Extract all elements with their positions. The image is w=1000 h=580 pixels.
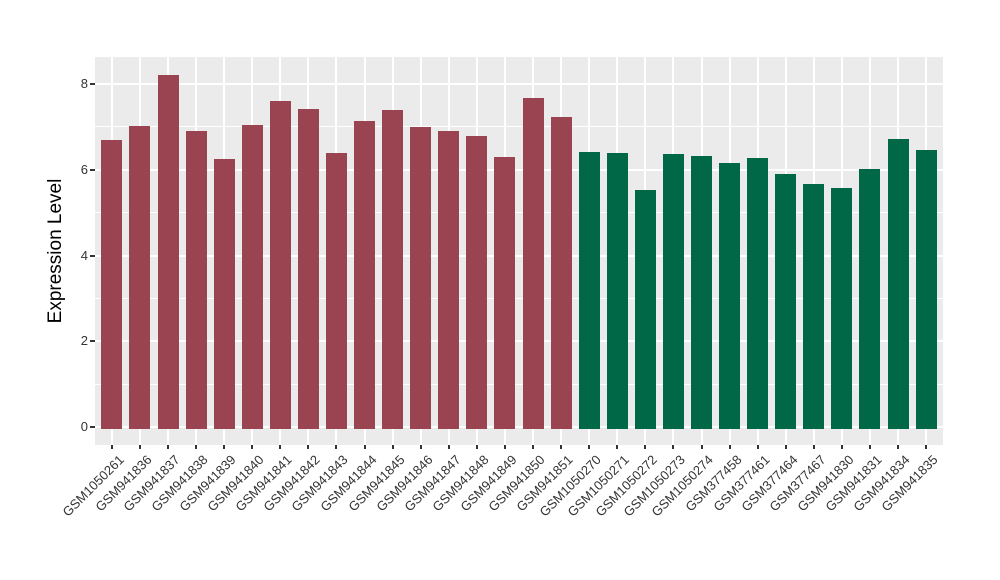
x-tick-mark-GSM941846 [419,445,422,449]
bar-GSM1050274 [691,156,713,429]
x-tick-mark-GSM1050273 [672,445,675,449]
bar-GSM377467 [803,184,825,429]
bar-GSM941842 [297,108,319,429]
bar-GSM1050261 [101,140,123,429]
bar-GSM941843 [325,153,347,429]
bar-GSM941844 [354,121,376,429]
y-tick-label-6: 6 [80,161,88,177]
minor-gridline-y-3 [95,297,943,299]
bar-GSM941834 [887,139,909,429]
x-tick-mark-GSM941849 [503,445,506,449]
x-tick-mark-GSM941835 [925,445,928,449]
bar-GSM941849 [494,156,516,429]
bar-GSM941830 [831,188,853,429]
y-tick-label-0: 0 [80,419,88,434]
bar-GSM1050270 [578,151,600,429]
bar-GSM1050272 [634,189,656,429]
x-tick-mark-GSM377458 [728,445,731,449]
y-tick-mark-4 [90,254,95,257]
x-tick-mark-GSM941831 [868,445,871,449]
major-gridline-y-6 [95,168,943,171]
bar-GSM941838 [185,130,207,429]
bar-GSM941850 [522,97,544,429]
x-tick-mark-GSM377464 [784,445,787,449]
y-tick-mark-6 [90,168,95,171]
y-tick-mark-0 [90,426,95,428]
y-tick-label-8: 8 [80,76,88,91]
bar-GSM1050273 [662,154,684,429]
x-tick-mark-GSM941845 [391,445,394,449]
x-tick-mark-GSM941851 [560,445,563,449]
major-gridline-y-0 [95,426,943,428]
x-tick-mark-GSM1050271 [616,445,619,449]
bar-GSM941835 [915,149,937,429]
x-tick-mark-GSM941834 [897,445,900,449]
bar-GSM941841 [269,101,291,429]
x-tick-mark-GSM941848 [475,445,478,449]
x-tick-mark-GSM941838 [195,445,198,449]
major-gridline-y-8 [95,83,943,85]
bar-GSM941840 [241,125,263,429]
bar-GSM941851 [550,117,572,429]
major-gridline-y-2 [95,340,943,343]
x-tick-mark-GSM1050274 [700,445,703,449]
x-tick-mark-GSM941839 [223,445,226,449]
bar-GSM377461 [747,157,769,429]
bar-GSM941846 [410,126,432,429]
major-gridline-y-4 [95,254,943,257]
x-tick-mark-GSM941840 [251,445,254,449]
x-tick-mark-GSM1050261 [110,445,113,449]
x-tick-mark-GSM1050272 [644,445,647,449]
x-tick-mark-GSM941837 [167,445,169,449]
x-tick-mark-GSM1050270 [588,445,591,449]
minor-gridline-y-5 [95,212,943,214]
y-tick-mark-2 [90,340,95,343]
bar-GSM941839 [213,158,235,429]
bar-GSM377464 [775,173,797,429]
minor-gridline-y-1 [95,383,943,385]
y-tick-label-4: 4 [80,247,88,263]
x-tick-mark-GSM941841 [279,445,282,449]
x-tick-mark-GSM377461 [756,445,759,449]
x-tick-mark-GSM941847 [447,445,450,449]
x-tick-mark-GSM941843 [335,445,338,449]
bar-GSM941847 [438,131,460,429]
bar-GSM941831 [859,168,881,429]
minor-gridline-y-7 [95,126,943,128]
x-tick-mark-GSM941850 [532,445,535,449]
x-tick-mark-GSM941842 [307,445,310,449]
bar-GSM377458 [719,163,741,429]
y-tick-mark-8 [90,83,95,85]
bar-GSM941848 [466,136,488,429]
bar-GSM941845 [382,109,404,429]
bar-GSM941836 [129,125,151,429]
x-tick-mark-GSM377467 [812,445,815,449]
bar-GSM941837 [157,74,179,429]
y-tick-label-2: 2 [80,333,88,349]
plot-panel [95,57,943,445]
x-tick-mark-GSM941830 [840,445,843,449]
bar-GSM1050271 [606,153,628,429]
x-tick-mark-GSM941836 [138,445,141,449]
x-tick-mark-GSM941844 [363,445,366,449]
